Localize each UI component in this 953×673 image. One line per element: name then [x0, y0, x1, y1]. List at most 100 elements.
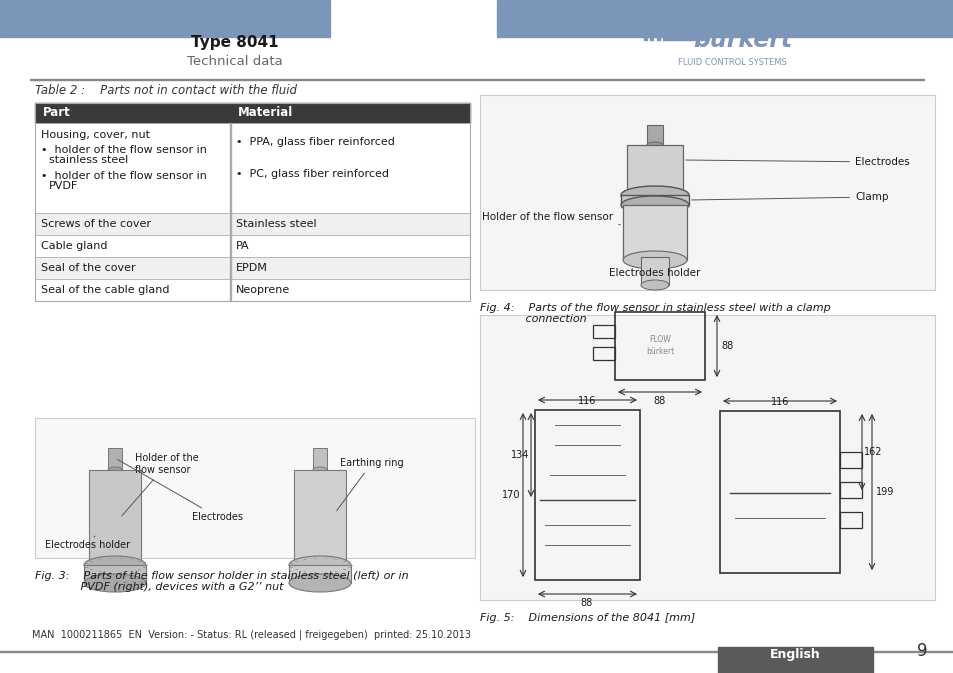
Bar: [0, 651, 953, 652]
Ellipse shape: [289, 574, 351, 592]
Ellipse shape: [294, 557, 346, 573]
Bar: [313, 448, 327, 470]
Bar: [649, 37, 652, 40]
Ellipse shape: [620, 186, 688, 204]
Text: Holder of the
flow sensor: Holder of the flow sensor: [122, 454, 198, 516]
Ellipse shape: [84, 556, 146, 574]
Bar: [622, 205, 686, 260]
Text: 116: 116: [770, 397, 788, 407]
Bar: [718, 647, 872, 673]
Bar: [84, 565, 146, 583]
Bar: [289, 565, 351, 583]
Bar: [840, 482, 862, 498]
Bar: [0, 0, 330, 37]
Text: 9: 9: [916, 642, 926, 660]
Text: EPDM: EPDM: [235, 263, 268, 273]
Bar: [89, 470, 141, 565]
Bar: [479, 315, 934, 600]
Bar: [640, 257, 668, 285]
Text: bürkert: bürkert: [645, 347, 674, 355]
Bar: [646, 125, 662, 145]
Ellipse shape: [84, 574, 146, 592]
Text: PA: PA: [235, 241, 250, 251]
Ellipse shape: [289, 556, 351, 574]
Text: •  PC, glass fiber reinforced: • PC, glass fiber reinforced: [235, 169, 389, 179]
Bar: [720, 411, 840, 573]
Bar: [662, 37, 704, 40]
Bar: [30, 79, 923, 80]
Text: MAN  1000211865  EN  Version: - Status: RL (released | freigegeben)  printed: 25: MAN 1000211865 EN Version: - Status: RL …: [32, 629, 471, 640]
Text: Earthing ring: Earthing ring: [336, 458, 403, 511]
Ellipse shape: [622, 251, 686, 269]
Text: PVDF: PVDF: [49, 181, 78, 191]
Text: English: English: [769, 648, 820, 661]
Text: Seal of the cable gland: Seal of the cable gland: [41, 285, 170, 295]
Text: Type 8041: Type 8041: [191, 35, 278, 50]
Text: 88: 88: [720, 341, 733, 351]
Text: Fig. 3:    Parts of the flow sensor holder in stainless steel (left) or in: Fig. 3: Parts of the flow sensor holder …: [35, 571, 408, 581]
Text: Part: Part: [43, 106, 71, 120]
Ellipse shape: [89, 557, 141, 573]
Text: 88: 88: [653, 396, 665, 406]
Text: Electrodes holder: Electrodes holder: [45, 536, 130, 550]
Bar: [593, 325, 615, 338]
Text: Clamp: Clamp: [691, 192, 887, 202]
Text: 88: 88: [580, 598, 593, 608]
Text: FLUID CONTROL SYSTEMS: FLUID CONTROL SYSTEMS: [678, 58, 786, 67]
Bar: [497, 0, 953, 37]
Text: 134: 134: [510, 450, 529, 460]
Text: •  holder of the flow sensor in: • holder of the flow sensor in: [41, 145, 207, 155]
Ellipse shape: [108, 467, 122, 473]
Text: FLOW: FLOW: [648, 336, 670, 345]
Bar: [35, 103, 470, 301]
Text: Material: Material: [237, 106, 293, 120]
Text: stainless steel: stainless steel: [49, 155, 128, 165]
Bar: [615, 312, 704, 380]
Bar: [620, 195, 688, 205]
Bar: [626, 145, 682, 195]
Text: Technical data: Technical data: [187, 55, 283, 68]
Bar: [593, 347, 615, 360]
Text: Neoprene: Neoprene: [235, 285, 290, 295]
Text: •  PPA, glass fiber reinforced: • PPA, glass fiber reinforced: [235, 137, 395, 147]
Text: connection: connection: [479, 314, 586, 324]
Text: Screws of the cover: Screws of the cover: [41, 219, 151, 229]
Bar: [840, 512, 862, 528]
Bar: [35, 213, 470, 235]
Ellipse shape: [640, 280, 668, 290]
Text: Housing, cover, nut: Housing, cover, nut: [41, 130, 150, 140]
Bar: [35, 418, 475, 558]
Bar: [643, 37, 646, 40]
Bar: [35, 123, 470, 213]
Text: •  holder of the flow sensor in: • holder of the flow sensor in: [41, 171, 207, 181]
Text: Fig. 4:    Parts of the flow sensor in stainless steel with a clamp: Fig. 4: Parts of the flow sensor in stai…: [479, 303, 830, 313]
Ellipse shape: [646, 142, 662, 148]
Text: Stainless steel: Stainless steel: [235, 219, 316, 229]
Text: bürkert: bürkert: [692, 28, 791, 52]
Bar: [479, 95, 934, 290]
Text: Electrodes: Electrodes: [117, 460, 243, 522]
Text: Electrodes holder: Electrodes holder: [609, 268, 700, 278]
Bar: [35, 103, 470, 123]
Text: Seal of the cover: Seal of the cover: [41, 263, 135, 273]
Text: 116: 116: [578, 396, 596, 406]
Bar: [657, 37, 659, 40]
Bar: [294, 470, 346, 565]
Text: Electrodes: Electrodes: [685, 157, 909, 167]
Bar: [35, 279, 470, 301]
Ellipse shape: [313, 467, 327, 473]
Bar: [840, 452, 862, 468]
Ellipse shape: [626, 187, 682, 203]
Text: 199: 199: [875, 487, 893, 497]
Text: 170: 170: [501, 490, 519, 500]
Text: PVDF (right), devices with a G2’’ nut: PVDF (right), devices with a G2’’ nut: [35, 582, 283, 592]
Bar: [535, 410, 639, 580]
Text: 162: 162: [863, 447, 882, 457]
Bar: [35, 257, 470, 279]
Text: Fig. 5:    Dimensions of the 8041 [mm]: Fig. 5: Dimensions of the 8041 [mm]: [479, 613, 695, 623]
Ellipse shape: [620, 196, 688, 214]
Bar: [35, 235, 470, 257]
Text: Holder of the flow sensor: Holder of the flow sensor: [481, 212, 619, 225]
Text: Cable gland: Cable gland: [41, 241, 108, 251]
Text: Table 2 :    Parts not in contact with the fluid: Table 2 : Parts not in contact with the …: [35, 84, 296, 97]
